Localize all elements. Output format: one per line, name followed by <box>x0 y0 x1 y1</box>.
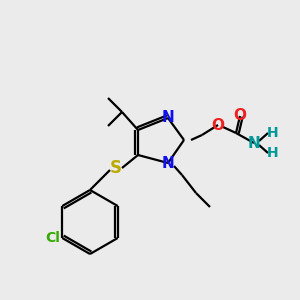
Text: S: S <box>110 159 122 177</box>
Text: N: N <box>162 110 174 125</box>
Text: N: N <box>248 136 260 151</box>
Text: N: N <box>162 155 174 170</box>
Text: O: O <box>233 109 247 124</box>
Text: O: O <box>212 118 224 133</box>
Text: H: H <box>267 146 279 160</box>
Text: Cl: Cl <box>45 231 60 245</box>
Text: H: H <box>267 126 279 140</box>
